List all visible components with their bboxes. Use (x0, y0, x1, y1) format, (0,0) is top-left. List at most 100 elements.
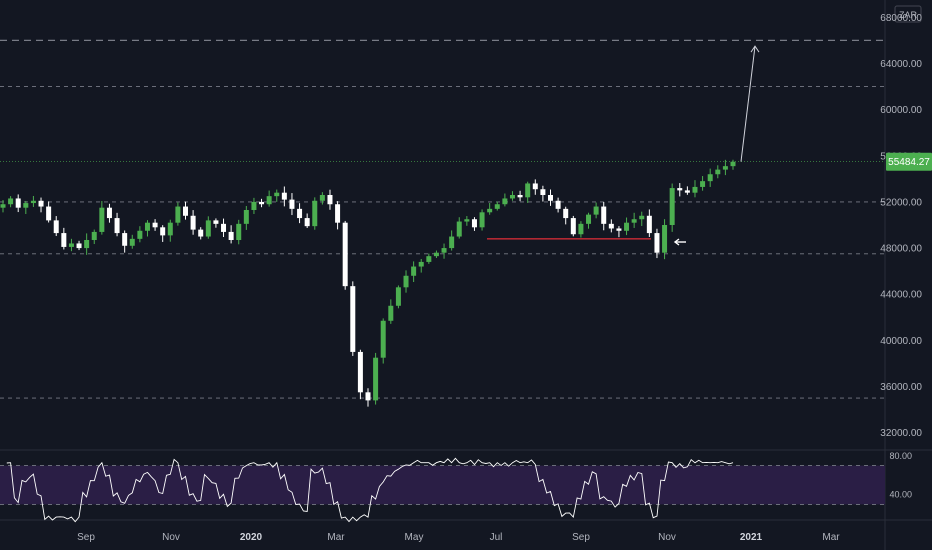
horizontal-levels (0, 39, 885, 399)
last-price-tag: 55484.27 (886, 152, 932, 171)
candle-body (525, 183, 531, 198)
candle-body (411, 266, 417, 276)
candle-body (403, 275, 409, 288)
time-tick-label: Sep (77, 532, 95, 543)
candle-body (144, 222, 150, 231)
price-tick-label: 32000.00 (880, 428, 922, 439)
candle-body (342, 222, 348, 287)
candle-body (517, 195, 523, 198)
candle-body (608, 223, 614, 229)
candle-body (509, 195, 515, 199)
candle-body (426, 256, 432, 262)
price-tick-label: 60000.00 (880, 105, 922, 116)
candle-body (449, 236, 455, 249)
candle-body (388, 305, 394, 321)
bounce-marker (673, 238, 686, 246)
candle-body (502, 198, 508, 205)
projection-arrow[interactable] (740, 45, 760, 162)
price-tick-label: 44000.00 (880, 290, 922, 301)
candle-body (53, 220, 59, 234)
currency-badge[interactable]: ZAR (894, 5, 922, 23)
candle-body (198, 229, 204, 237)
candle-body (30, 200, 36, 204)
candle-body (0, 204, 6, 208)
price-tick-label: 36000.00 (880, 382, 922, 393)
candle-body (84, 240, 90, 249)
price-tick-label: 40000.00 (880, 336, 922, 347)
time-axis[interactable]: Sep Nov 2020 Mar May Jul Sep Nov 2021 Mar (77, 532, 840, 543)
candle-body (677, 188, 683, 191)
candle-body (236, 223, 242, 240)
candle-body (8, 198, 14, 205)
candle-body (167, 222, 173, 236)
time-tick-label: Mar (822, 532, 840, 543)
candle-body (61, 233, 67, 247)
candle-body (601, 206, 607, 224)
candle-body (297, 208, 303, 219)
candle-body (707, 174, 713, 182)
candle-body (532, 183, 538, 190)
candle-body (456, 221, 462, 237)
candle-body (68, 243, 74, 247)
candle-body (365, 392, 371, 401)
candle-body (646, 215, 652, 234)
candle-body (593, 206, 599, 215)
candle-body (335, 204, 341, 223)
price-tick-label: 52000.00 (880, 197, 922, 208)
candle-body (418, 261, 424, 267)
currency-label: ZAR (899, 10, 918, 20)
last-price-value: 55484.27 (888, 157, 930, 168)
candle-body (563, 208, 569, 219)
candle-body (380, 320, 386, 358)
candle-body (228, 231, 234, 240)
candle-body (152, 222, 158, 228)
time-tick-label: May (405, 532, 424, 543)
candle-body (669, 188, 675, 225)
candle-body (578, 223, 584, 235)
candle-body (471, 219, 477, 228)
rsi-band (0, 465, 885, 505)
rsi-tick-label: 80.00 (889, 451, 912, 461)
candle-body (251, 201, 257, 210)
price-tick-label: 48000.00 (880, 244, 922, 255)
candle-body (616, 228, 622, 231)
candle-body (586, 214, 592, 224)
candle-body (190, 215, 196, 230)
rsi-axis: 80.00 40.00 (889, 451, 912, 500)
candle-body (357, 351, 363, 393)
candle-body (312, 200, 318, 227)
candle-body (38, 200, 44, 207)
candle-body (692, 186, 698, 193)
candle-body (221, 223, 227, 232)
candle-body (15, 198, 21, 208)
rsi-levels (0, 465, 885, 505)
candle-body (23, 203, 29, 208)
candles (0, 159, 736, 407)
candle-body (274, 192, 280, 197)
price-tick-label: 68000.00 (880, 13, 922, 24)
candle-body (129, 238, 135, 246)
candle-body (700, 181, 706, 187)
candle-body (114, 218, 120, 234)
candle-body (281, 192, 287, 200)
candle-body (91, 231, 97, 240)
rsi-tick-label: 40.00 (889, 490, 912, 500)
candle-body (684, 190, 690, 193)
price-tick-label: 64000.00 (880, 59, 922, 70)
rsi-line (6, 457, 734, 523)
candle-body (319, 195, 325, 201)
candle-body (433, 252, 439, 257)
candle-body (175, 206, 181, 223)
candle-body (327, 195, 333, 205)
candle-body (213, 220, 219, 224)
candle-body (639, 215, 645, 220)
candle-body (715, 169, 721, 175)
candle-body (722, 166, 728, 170)
candle-body (243, 210, 249, 224)
candle-body (631, 219, 637, 223)
candle-body (540, 189, 546, 195)
time-tick-label: Sep (572, 532, 590, 543)
candle-body (350, 286, 356, 352)
